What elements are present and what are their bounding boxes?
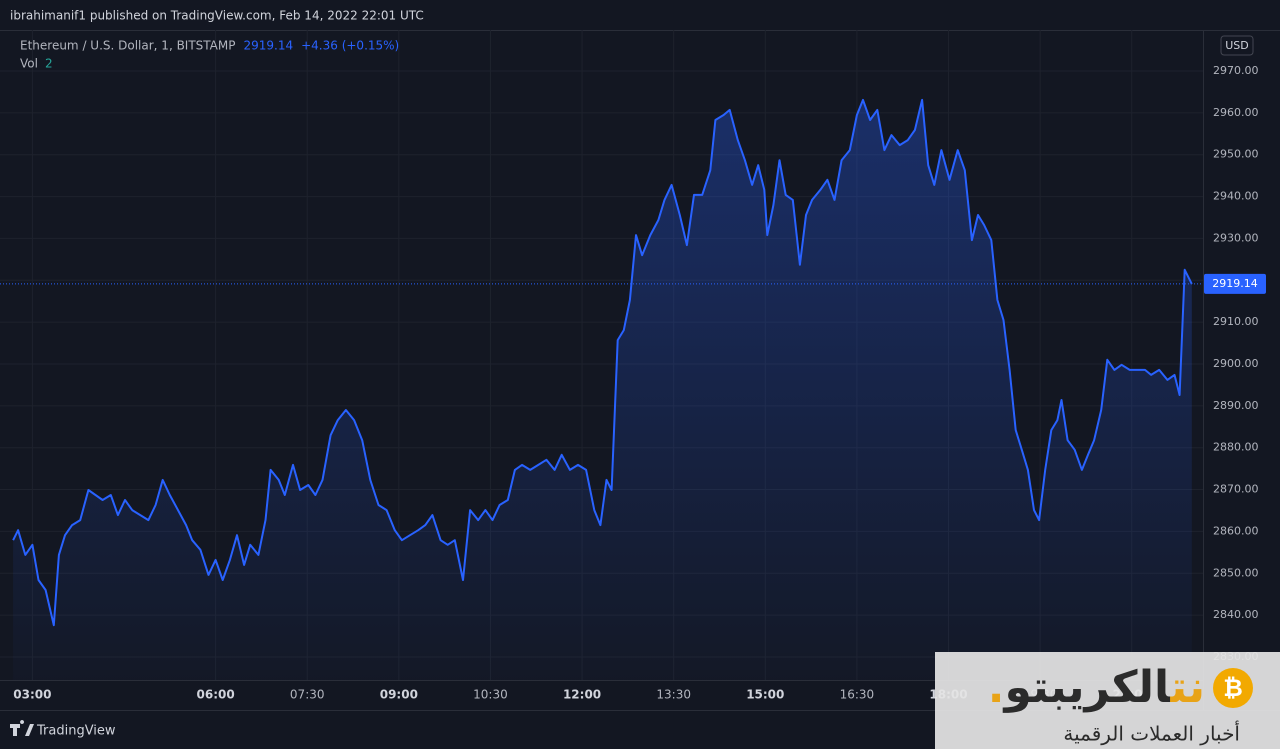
watermark: ₿ .نتالكريبتو أخبار العملات الرقمية (935, 652, 1280, 749)
brand-logo (10, 720, 34, 736)
legend: Ethereum / U.S. Dollar, 1, BITSTAMP 2919… (20, 39, 399, 71)
x-tick-label: 16:30 (840, 688, 875, 702)
currency-box[interactable] (1220, 35, 1254, 56)
coin-symbol: ₿ (1223, 674, 1243, 702)
last-price-tag (1204, 273, 1266, 294)
plot (0, 98, 1203, 680)
legend-change: +4.36 (+0.15%) (301, 39, 399, 53)
y-tick-label: 2890.00 (1213, 399, 1259, 412)
area-fill (13, 99, 1192, 680)
y-tick-label: 2960.00 (1213, 106, 1259, 119)
x-tick-label: 12:00 (563, 688, 601, 702)
y-tick-label: 2840.00 (1213, 608, 1259, 621)
y-tick-label: 2930.00 (1213, 231, 1259, 244)
x-tick-label: 13:30 (656, 688, 691, 702)
legend-price: 2919.14 (243, 39, 293, 53)
x-tick-label: 15:00 (746, 688, 784, 702)
y-tick-label: 2860.00 (1213, 524, 1259, 537)
brand-name: TradingView (36, 724, 116, 739)
y-tick-label: 2970.00 (1213, 64, 1259, 77)
x-tick-label: 03:00 (13, 688, 51, 702)
x-tick-label: 06:00 (197, 688, 235, 702)
y-tick-label: 2870.00 (1213, 483, 1259, 496)
currency[interactable]: USD (1225, 39, 1249, 52)
legend-title: Ethereum / U.S. Dollar, 1, BITSTAMP (20, 39, 235, 53)
volume-label: Vol (20, 57, 38, 71)
volume-value: 2 (45, 57, 53, 71)
y-tick-label: 2910.00 (1213, 315, 1259, 328)
x-tick-label: 09:00 (380, 688, 418, 702)
footer-brand: TradingView (10, 720, 116, 739)
y-tick-label: 2950.00 (1213, 148, 1259, 161)
x-tick-label: 07:30 (290, 688, 325, 702)
y-tick-label: 2850.00 (1213, 566, 1259, 579)
y-tick-label: 2900.00 (1213, 357, 1259, 370)
coin-icon (1213, 668, 1253, 708)
watermark-tagline: أخبار العملات الرقمية (1063, 721, 1240, 746)
last-price-label: 2919.14 (1212, 277, 1258, 290)
publisher: ibrahimanif1 published on TradingView.co… (10, 9, 424, 23)
price-line (12, 98, 1193, 627)
watermark-name: .نتالكريبتو (988, 662, 1205, 713)
y-tick-label: 2880.00 (1213, 441, 1259, 454)
x-tick-label: 10:30 (473, 688, 508, 702)
y-tick-label: 2940.00 (1213, 190, 1259, 203)
